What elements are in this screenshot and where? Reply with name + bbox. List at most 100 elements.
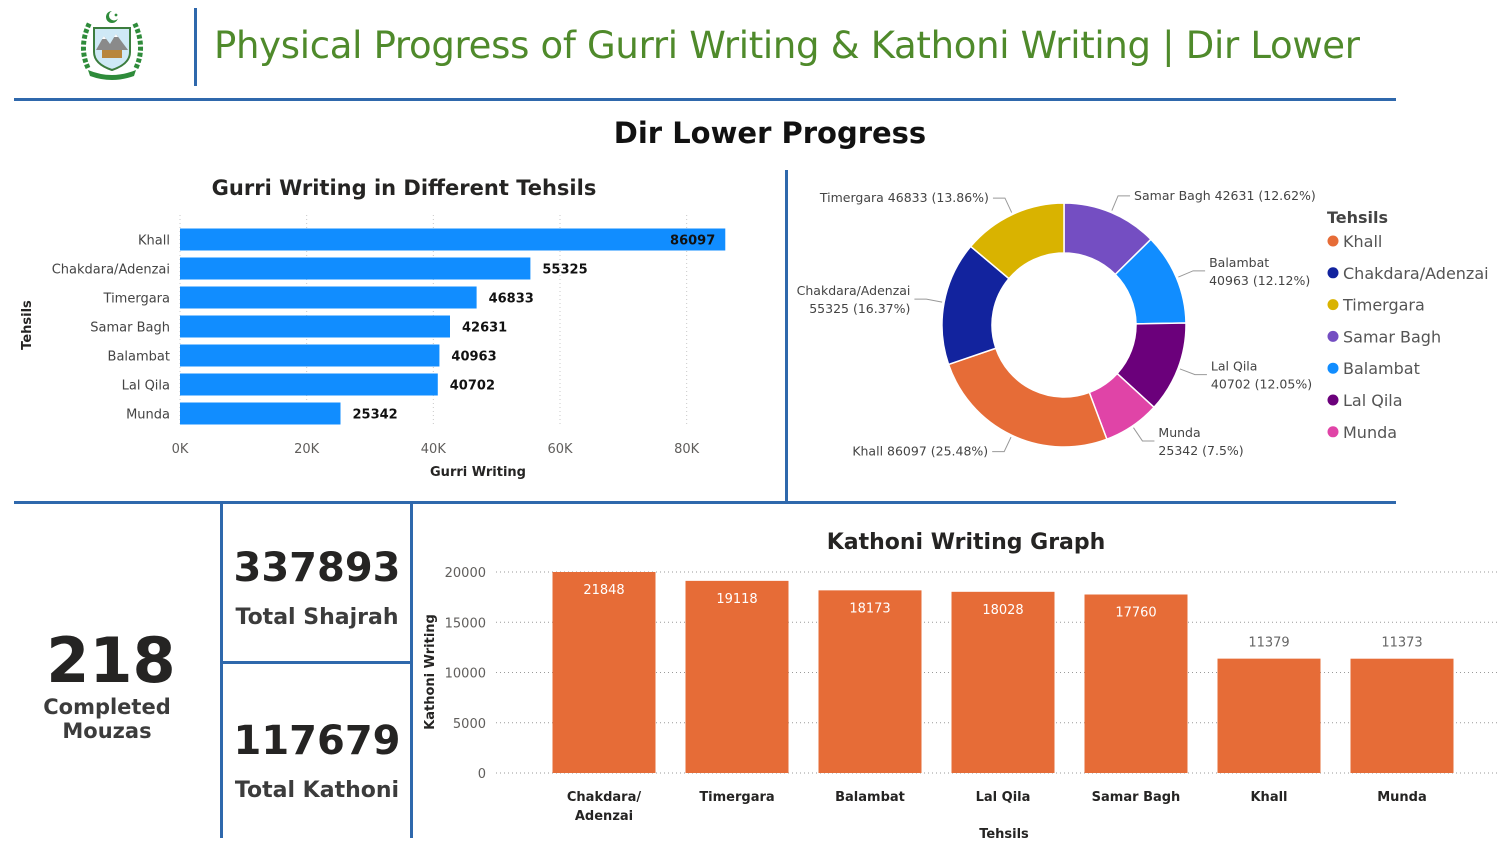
- header-divider: [194, 8, 197, 86]
- gurri-data-label: 55325: [542, 263, 587, 278]
- gurri-bar: [180, 257, 531, 280]
- total-kathoni-value: 117679: [233, 718, 401, 764]
- gurri-category-label: Munda: [126, 408, 170, 423]
- donut-slice: [969, 202, 1065, 280]
- gurri-x-axis-title: Gurri Writing: [430, 465, 526, 480]
- gurri-category-label: Lal Qila: [122, 379, 170, 394]
- legend-entry[interactable]: Lal Qila: [1343, 391, 1403, 410]
- gurri-bar: [180, 315, 450, 338]
- gurri-x-tick-label: 0K: [172, 442, 189, 457]
- kathoni-y-tick-label: 0: [478, 767, 486, 782]
- gurri-category-label: Samar Bagh: [90, 321, 170, 336]
- kpi-right-divider: [410, 503, 413, 838]
- kathoni-chart-title: Kathoni Writing Graph: [827, 530, 1106, 555]
- legend-entry[interactable]: Samar Bagh: [1343, 327, 1441, 346]
- kathoni-category-label: Chakdara/Adenzai: [567, 790, 641, 824]
- kathoni-y-tick-label: 15000: [445, 616, 486, 631]
- donut-data-label: Khall 86097 (25.48%): [852, 444, 988, 459]
- kathoni-category-label: Balambat: [835, 790, 905, 805]
- kpi-left-divider: [220, 503, 223, 838]
- legend-entry[interactable]: Chakdara/Adenzai: [1343, 264, 1489, 283]
- kathoni-category-label: Lal Qila: [976, 790, 1031, 805]
- kpi-mid-divider: [220, 661, 412, 664]
- kathoni-data-label: 21848: [583, 583, 624, 598]
- kathoni-category-label: Khall: [1250, 790, 1287, 805]
- kathoni-data-label: 17760: [1115, 606, 1156, 621]
- gurri-data-label: 42631: [462, 321, 507, 336]
- donut-legend-title: Tehsils: [1327, 208, 1388, 227]
- kathoni-category-label: Munda: [1377, 790, 1427, 805]
- gurri-category-label: Khall: [138, 234, 170, 249]
- kathoni-data-label: 18173: [849, 601, 890, 616]
- gurri-bar-chart: Gurri Writing in Different Tehsils 0K 20K 4…: [20, 176, 726, 480]
- legend-marker: [1327, 394, 1339, 406]
- kathoni-bar: [1084, 594, 1188, 773]
- legend-marker: [1327, 299, 1339, 311]
- legend-marker: [1327, 362, 1339, 374]
- gurri-bar: [180, 402, 341, 425]
- gurri-data-label: 40963: [451, 350, 496, 365]
- donut-chart: Samar Bagh 42631 (12.62%) Balambat 40963 (…: [797, 188, 1489, 459]
- gurri-category-label: Balambat: [108, 350, 170, 365]
- donut-data-label: Chakdara/Adenzai 55325 (16.37%): [797, 283, 911, 316]
- gurri-bar: [180, 344, 440, 367]
- gurri-data-label: 40702: [450, 379, 495, 394]
- legend-entry[interactable]: Khall: [1343, 232, 1382, 251]
- donut-data-label: Lal Qila 40702 (12.05%): [1211, 359, 1312, 392]
- gurri-category-label: Chakdara/Adenzai: [52, 263, 170, 278]
- kathoni-y-tick-label: 10000: [445, 667, 486, 682]
- kathoni-y-tick-label: 20000: [445, 566, 486, 581]
- donut-data-label: Munda 25342 (7.5%): [1158, 425, 1243, 458]
- gurri-x-tick-label: 80K: [674, 442, 700, 457]
- kp-government-emblem-icon: [81, 10, 143, 80]
- section-title: Dir Lower Progress: [613, 116, 927, 150]
- legend-entry[interactable]: Balambat: [1343, 359, 1420, 378]
- kathoni-bar-chart: Kathoni Writing Graph 0 5000 10000 15000 2000…: [423, 530, 1500, 842]
- legend-entry[interactable]: Timergara: [1342, 296, 1425, 315]
- gurri-x-tick-label: 20K: [294, 442, 320, 457]
- total-shajrah-label: Total Shajrah: [235, 605, 399, 630]
- gurri-x-tick-label: 40K: [421, 442, 447, 457]
- gurri-bar: [180, 228, 726, 251]
- donut-leader-line: [1111, 195, 1131, 211]
- middle-divider: [14, 501, 1396, 504]
- page-title: Physical Progress of Gurri Writing & Kat…: [214, 24, 1360, 67]
- completed-mouzas-label: Completed Mouzas: [43, 695, 171, 743]
- legend-marker: [1327, 235, 1339, 247]
- kathoni-y-tick-label: 5000: [453, 717, 486, 732]
- kathoni-y-axis-title: Kathoni Writing: [423, 614, 438, 730]
- legend-marker: [1327, 330, 1339, 342]
- kathoni-data-label: 19118: [716, 592, 757, 607]
- gurri-data-label: 25342: [352, 408, 397, 423]
- gurri-bar: [180, 286, 477, 309]
- gurri-data-label: 46833: [489, 292, 534, 307]
- kathoni-bar: [1350, 658, 1454, 773]
- total-shajrah-value: 337893: [233, 545, 401, 591]
- completed-mouzas-value: 218: [46, 624, 176, 697]
- donut-data-label: Balambat 40963 (12.12%): [1209, 255, 1310, 288]
- donut-leader-line: [914, 298, 943, 303]
- donut-data-label: Samar Bagh 42631 (12.62%): [1134, 188, 1316, 203]
- donut-leader-line: [1178, 270, 1206, 278]
- kathoni-category-label: Samar Bagh: [1092, 790, 1181, 805]
- gurri-bar: [180, 373, 438, 396]
- legend-marker: [1327, 426, 1339, 438]
- kathoni-x-axis-title: Tehsils: [979, 827, 1029, 842]
- legend-entry[interactable]: Munda: [1343, 423, 1397, 442]
- donut-leader-line: [992, 436, 1012, 453]
- donut-leader-line: [1179, 368, 1207, 376]
- header-logo: [74, 6, 150, 82]
- kathoni-category-label: Timergara: [699, 790, 774, 805]
- gurri-data-label: 86097: [670, 234, 715, 249]
- legend-marker: [1327, 267, 1339, 279]
- header-underline: [14, 98, 1396, 101]
- gurri-category-label: Timergara: [103, 292, 170, 307]
- top-center-divider: [785, 170, 788, 502]
- donut-data-label: Timergara 46833 (13.86%): [819, 190, 989, 205]
- donut-slice: [947, 347, 1108, 448]
- kathoni-bar: [552, 572, 656, 773]
- donut-leader-line: [992, 197, 1013, 213]
- kathoni-bar: [685, 580, 789, 773]
- gurri-chart-title: Gurri Writing in Different Tehsils: [212, 176, 597, 200]
- kathoni-bar: [951, 591, 1055, 773]
